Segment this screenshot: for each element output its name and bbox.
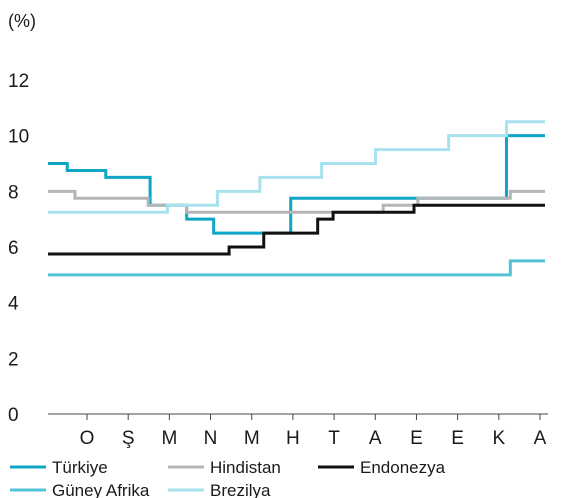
y-tick-label: 12 <box>8 71 29 92</box>
series-line-türkiye <box>48 134 545 235</box>
y-tick-label: 2 <box>8 349 19 370</box>
series-line-güney-afrika <box>48 259 545 277</box>
x-tick-label: A <box>369 428 382 449</box>
legend-label: Güney Afrika <box>52 481 150 498</box>
x-tick-label: E <box>451 428 464 449</box>
series-line-hindistan <box>48 189 545 214</box>
legend-label: Endonezya <box>360 458 446 477</box>
y-tick-label: 10 <box>8 127 29 148</box>
legend-label: Türkiye <box>52 458 108 477</box>
x-tick-label: K <box>492 428 505 449</box>
x-tick-label: N <box>204 428 218 449</box>
series-lines <box>48 120 545 277</box>
y-tick-label: 4 <box>8 294 19 315</box>
legend-label: Hindistan <box>210 458 281 477</box>
legend-label: Brezilya <box>210 481 271 498</box>
unit-label: (%) <box>8 11 36 31</box>
x-tick-label: A <box>534 428 547 449</box>
y-tick-label: 6 <box>8 238 19 259</box>
x-tick-label: O <box>80 428 95 449</box>
x-tick-label: M <box>161 428 177 449</box>
y-axis-ticks: 0 2 4 6 8 10 12 <box>8 71 29 426</box>
y-tick-label: 0 <box>8 405 19 426</box>
x-tick-label: E <box>410 428 423 449</box>
series-line-brezilya <box>48 120 545 214</box>
series-line-endonezya <box>48 203 545 256</box>
x-tick-label: H <box>286 428 300 449</box>
legend: Türkiye Hindistan Endonezya Güney Afrika Bre… <box>10 458 446 498</box>
x-tick-label: M <box>244 428 260 449</box>
x-tick-label: T <box>328 428 340 449</box>
y-tick-label: 8 <box>8 182 19 203</box>
x-tick-label: Ş <box>122 428 135 449</box>
